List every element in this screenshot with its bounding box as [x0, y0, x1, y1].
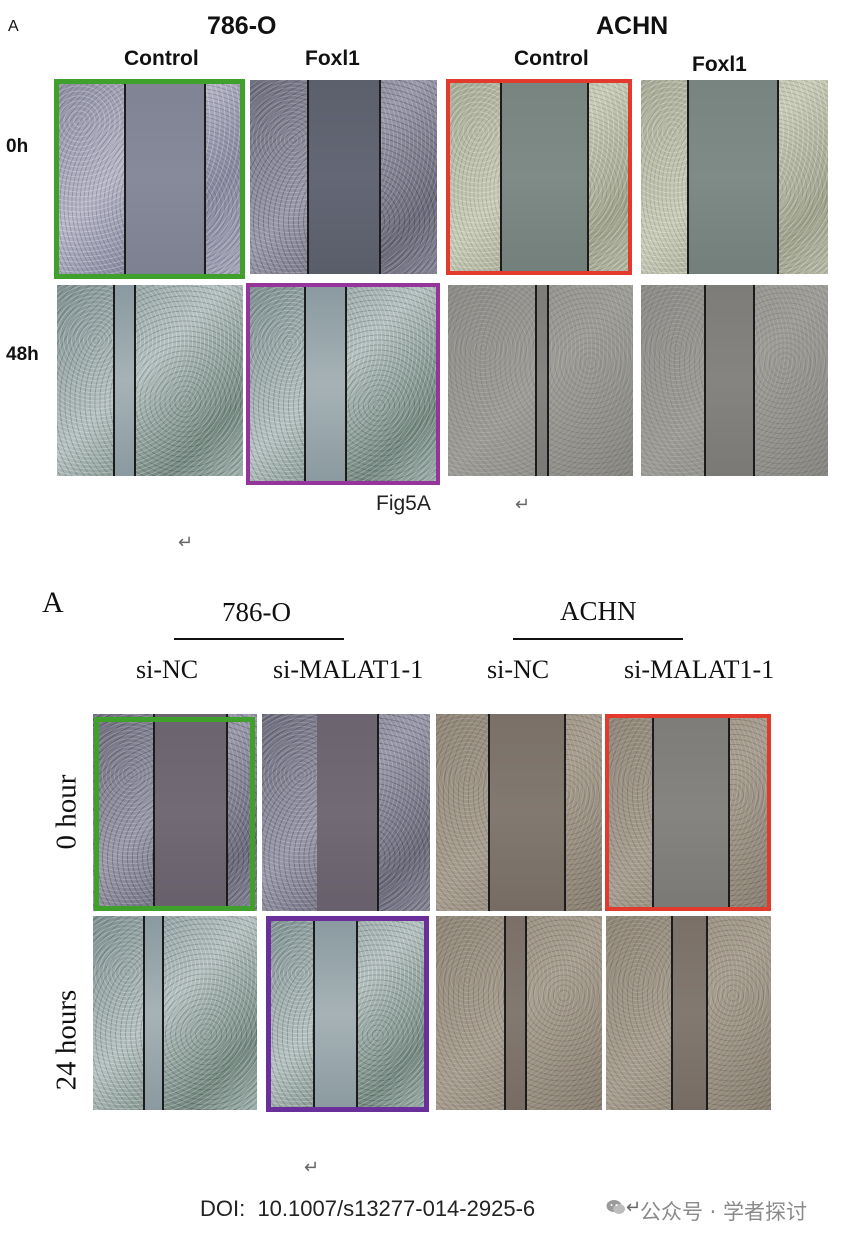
orphan-return-mark-2: ↵	[304, 1157, 320, 1177]
figure-a-panel-letter: A	[8, 18, 19, 35]
figure-a-image-786o-control-48h	[57, 285, 243, 476]
figure-a-col-control-2: Control	[514, 47, 589, 70]
figure-a-image-achn-foxl1-0h	[641, 80, 828, 274]
figure-a-group-achn: ACHN	[596, 12, 669, 40]
doi-return-mark: ↵	[626, 1197, 642, 1217]
figure-a-image-786o-foxl1-0h	[250, 80, 437, 274]
figure-b-image-achn-sinc-24hours	[436, 916, 602, 1110]
figure-b-col-simalat-1: si-MALAT1-1	[273, 655, 424, 684]
figure-b-row-0-hour: 0 hour	[50, 774, 83, 850]
figure-b-col-sinc-2: si-NC	[487, 655, 550, 684]
figure-a-image-786o-foxl1-48h	[250, 286, 437, 482]
figure-b-image-786o-simalat-24hours	[266, 917, 428, 1111]
figure-b-image-786o-simalat-0hour	[262, 714, 430, 911]
doi-text: DOI: 10.1007/s13277-014-2925-6	[200, 1196, 536, 1221]
figure-b-image-achn-simalat-24hours	[606, 916, 771, 1110]
figure-a-col-control-1: Control	[124, 47, 199, 70]
figure-a-image-achn-control-0h	[447, 80, 631, 274]
watermark-text: 公众号 · 学者探讨	[640, 1200, 808, 1224]
figure-b-image-achn-sinc-0hour	[436, 714, 602, 911]
figure-a-col-foxl1-2: Foxl1	[692, 53, 747, 76]
figure-a-image-achn-foxl1-48h	[641, 285, 828, 476]
figure-a-return-mark: ↵	[515, 494, 531, 514]
orphan-return-mark-1: ↵	[178, 532, 194, 552]
figure-b-group-786o: 786-O	[222, 597, 291, 627]
figure-a-caption: Fig5A	[376, 492, 431, 515]
figure-b-image-786o-sinc-24hours	[93, 916, 257, 1110]
figure-a-image-achn-control-48h	[448, 285, 633, 476]
figure-b-group-achn: ACHN	[560, 596, 637, 626]
figure-b-image-786o-sinc-0hour	[93, 714, 257, 911]
figure-a-row-48h: 48h	[6, 344, 39, 365]
figure-b-panel-letter: A	[42, 586, 64, 619]
figure-b-col-simalat-2: si-MALAT1-1	[624, 655, 775, 684]
figure-a-group-786o: 786-O	[207, 12, 277, 40]
figure-b-group-achn-rule	[513, 638, 683, 640]
figure-b-group-786o-rule	[174, 638, 344, 640]
figure-a-col-foxl1-1: Foxl1	[305, 47, 360, 70]
wechat-icon	[606, 1199, 626, 1215]
figure-b-image-achn-simalat-0hour	[606, 714, 771, 911]
figure-b-col-sinc-1: si-NC	[136, 655, 199, 684]
figure-a-image-786o-control-0h	[55, 80, 243, 277]
figure-b-row-24-hours: 24 hours	[50, 989, 83, 1091]
figure-a-row-0h: 0h	[6, 136, 29, 157]
